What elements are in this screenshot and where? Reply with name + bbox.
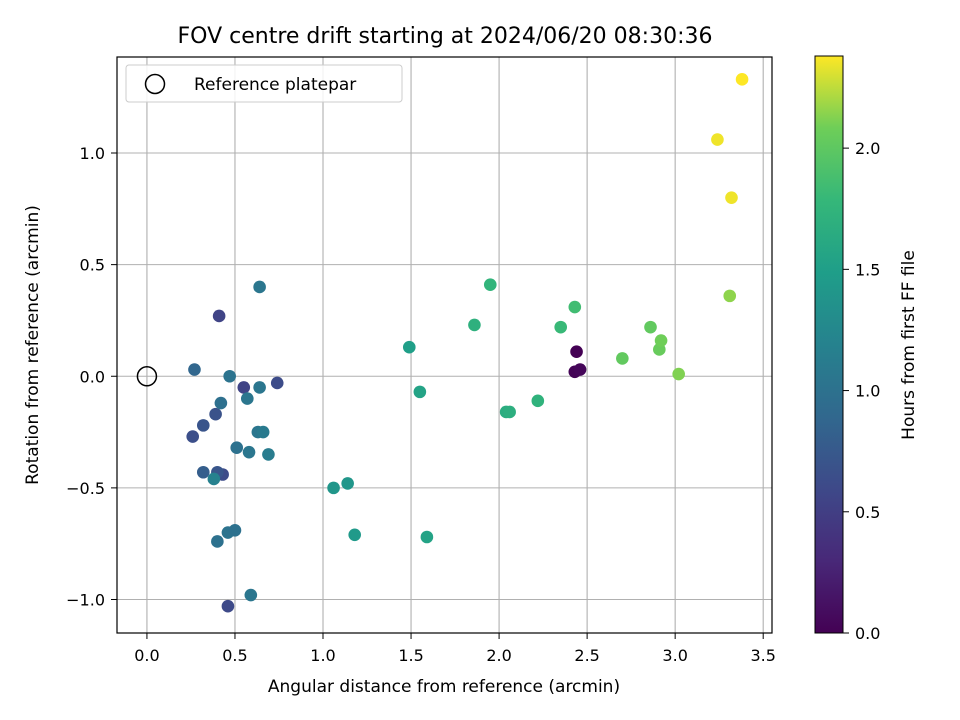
data-point	[211, 535, 224, 548]
data-point	[228, 524, 242, 537]
data-point	[644, 320, 657, 334]
data-point	[402, 340, 416, 354]
data-point	[270, 376, 284, 390]
data-point	[221, 599, 235, 613]
legend: Reference platepar	[125, 64, 403, 103]
data-point	[240, 392, 254, 405]
data-point	[196, 465, 210, 479]
data-point	[188, 363, 201, 376]
colorbar-label: Hours from first FF file	[899, 250, 919, 440]
data-point	[735, 73, 749, 86]
colorbar-tick-label: 0.5	[855, 503, 880, 522]
y-tick-label: 0.5	[80, 256, 105, 275]
data-point	[413, 385, 427, 399]
data-point	[242, 445, 256, 459]
chart-title: FOV centre drift starting at 2024/06/20 …	[178, 24, 713, 49]
data-point	[554, 320, 568, 334]
data-point	[341, 477, 354, 490]
data-point	[568, 300, 582, 314]
data-points	[186, 73, 749, 613]
data-point	[654, 334, 668, 347]
x-tick-label: 2.0	[486, 646, 511, 665]
data-point	[531, 394, 545, 408]
data-point	[348, 528, 362, 542]
data-point	[196, 419, 210, 432]
colorbar-tick-label: 1.0	[855, 382, 880, 401]
x-tick-label: 3.5	[750, 646, 775, 665]
data-point	[573, 363, 587, 376]
legend-reference-marker	[144, 73, 166, 95]
x-axis-ticks: 0.0 0.5 1.0 1.5 2.0 2.5 3.0 3.5	[134, 633, 776, 665]
colorbar-frame	[814, 55, 844, 634]
colorbar-tick-label: 1.5	[855, 260, 880, 279]
data-point	[237, 381, 251, 394]
colorbar-tick-label: 0.0	[855, 624, 880, 643]
data-point	[207, 472, 221, 486]
data-point	[420, 530, 434, 544]
data-point	[570, 345, 583, 358]
data-point	[209, 407, 222, 421]
y-tick-label: 1.0	[80, 144, 105, 163]
data-point	[186, 430, 200, 443]
y-axis-label: Rotation from reference (arcmin)	[23, 205, 43, 485]
data-point	[230, 441, 244, 454]
legend-label: Reference platepar	[194, 75, 356, 95]
data-point	[483, 278, 497, 292]
data-point	[212, 309, 226, 323]
plot-frame	[116, 56, 773, 634]
data-point	[253, 280, 266, 294]
data-point	[503, 405, 516, 419]
data-point	[616, 352, 629, 365]
data-point	[672, 367, 685, 381]
y-axis-ticks: −1.0 −0.5 0.0 0.5 1.0	[66, 144, 117, 610]
x-axis-label: Angular distance from reference (arcmin)	[268, 677, 620, 697]
reference-marker-group	[136, 366, 158, 387]
colorbar-ticks: 0.0 0.5 1.0 1.5 2.0	[843, 139, 880, 643]
legend-box	[125, 64, 403, 103]
data-point	[725, 191, 738, 204]
y-tick-label: −0.5	[66, 479, 105, 498]
data-point	[262, 448, 275, 461]
colorbar-gradient	[815, 56, 843, 633]
y-tick-label: 0.0	[80, 367, 105, 386]
data-point	[214, 396, 228, 410]
y-tick-label: −1.0	[66, 591, 105, 610]
data-point	[253, 381, 266, 394]
x-tick-label: 0.5	[222, 646, 247, 665]
colorbar: 0.0 0.5 1.0 1.5 2.0 Hours from first FF file	[814, 55, 919, 643]
data-point	[327, 481, 340, 495]
x-tick-label: 2.5	[574, 646, 599, 665]
colorbar-tick-label: 2.0	[855, 139, 880, 158]
x-tick-label: 1.5	[398, 646, 423, 665]
reference-marker	[136, 366, 158, 387]
x-tick-label: 0.0	[134, 646, 159, 665]
data-point	[244, 588, 258, 602]
data-point	[711, 133, 724, 146]
data-point	[723, 289, 737, 303]
x-tick-label: 1.0	[310, 646, 335, 665]
data-point	[223, 369, 236, 383]
data-point	[256, 425, 270, 439]
x-tick-label: 3.0	[662, 646, 687, 665]
data-point	[468, 318, 481, 332]
